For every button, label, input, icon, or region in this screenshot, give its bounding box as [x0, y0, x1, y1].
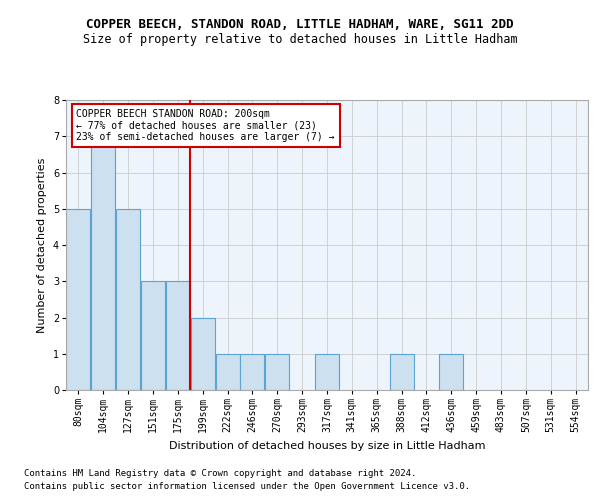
Bar — [241, 354, 265, 390]
Text: COPPER BEECH, STANDON ROAD, LITTLE HADHAM, WARE, SG11 2DD: COPPER BEECH, STANDON ROAD, LITTLE HADHA… — [86, 18, 514, 30]
Bar — [389, 354, 413, 390]
Text: Contains HM Land Registry data © Crown copyright and database right 2024.: Contains HM Land Registry data © Crown c… — [24, 468, 416, 477]
Bar — [91, 136, 115, 390]
Bar — [166, 281, 190, 390]
Bar — [116, 209, 140, 390]
Text: Size of property relative to detached houses in Little Hadham: Size of property relative to detached ho… — [83, 32, 517, 46]
Bar — [215, 354, 239, 390]
Bar — [141, 281, 165, 390]
Bar — [191, 318, 215, 390]
Text: COPPER BEECH STANDON ROAD: 200sqm
← 77% of detached houses are smaller (23)
23% : COPPER BEECH STANDON ROAD: 200sqm ← 77% … — [76, 108, 335, 142]
Bar — [315, 354, 339, 390]
Bar — [439, 354, 463, 390]
Bar — [67, 209, 91, 390]
Y-axis label: Number of detached properties: Number of detached properties — [37, 158, 47, 332]
X-axis label: Distribution of detached houses by size in Little Hadham: Distribution of detached houses by size … — [169, 440, 485, 450]
Bar — [265, 354, 289, 390]
Text: Contains public sector information licensed under the Open Government Licence v3: Contains public sector information licen… — [24, 482, 470, 491]
